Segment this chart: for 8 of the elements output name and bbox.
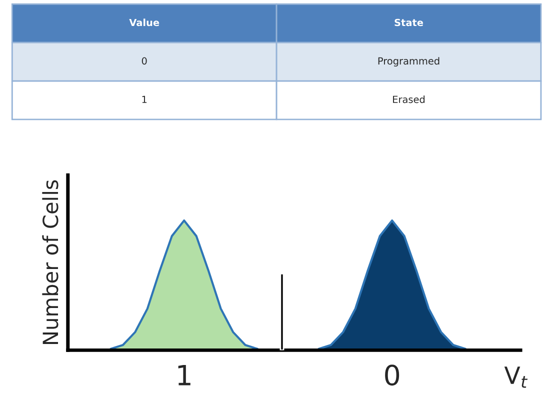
text: Programmed <box>378 57 440 67</box>
category-label: Value <box>129 18 160 26</box>
text: 0 <box>142 57 147 65</box>
x-axis-title: V$_{t}$ <box>504 366 528 388</box>
text: 1 <box>142 96 147 103</box>
category-label: State <box>394 18 424 26</box>
y-axis-title: Number of Cells <box>42 180 58 344</box>
text: Erased <box>393 96 425 104</box>
